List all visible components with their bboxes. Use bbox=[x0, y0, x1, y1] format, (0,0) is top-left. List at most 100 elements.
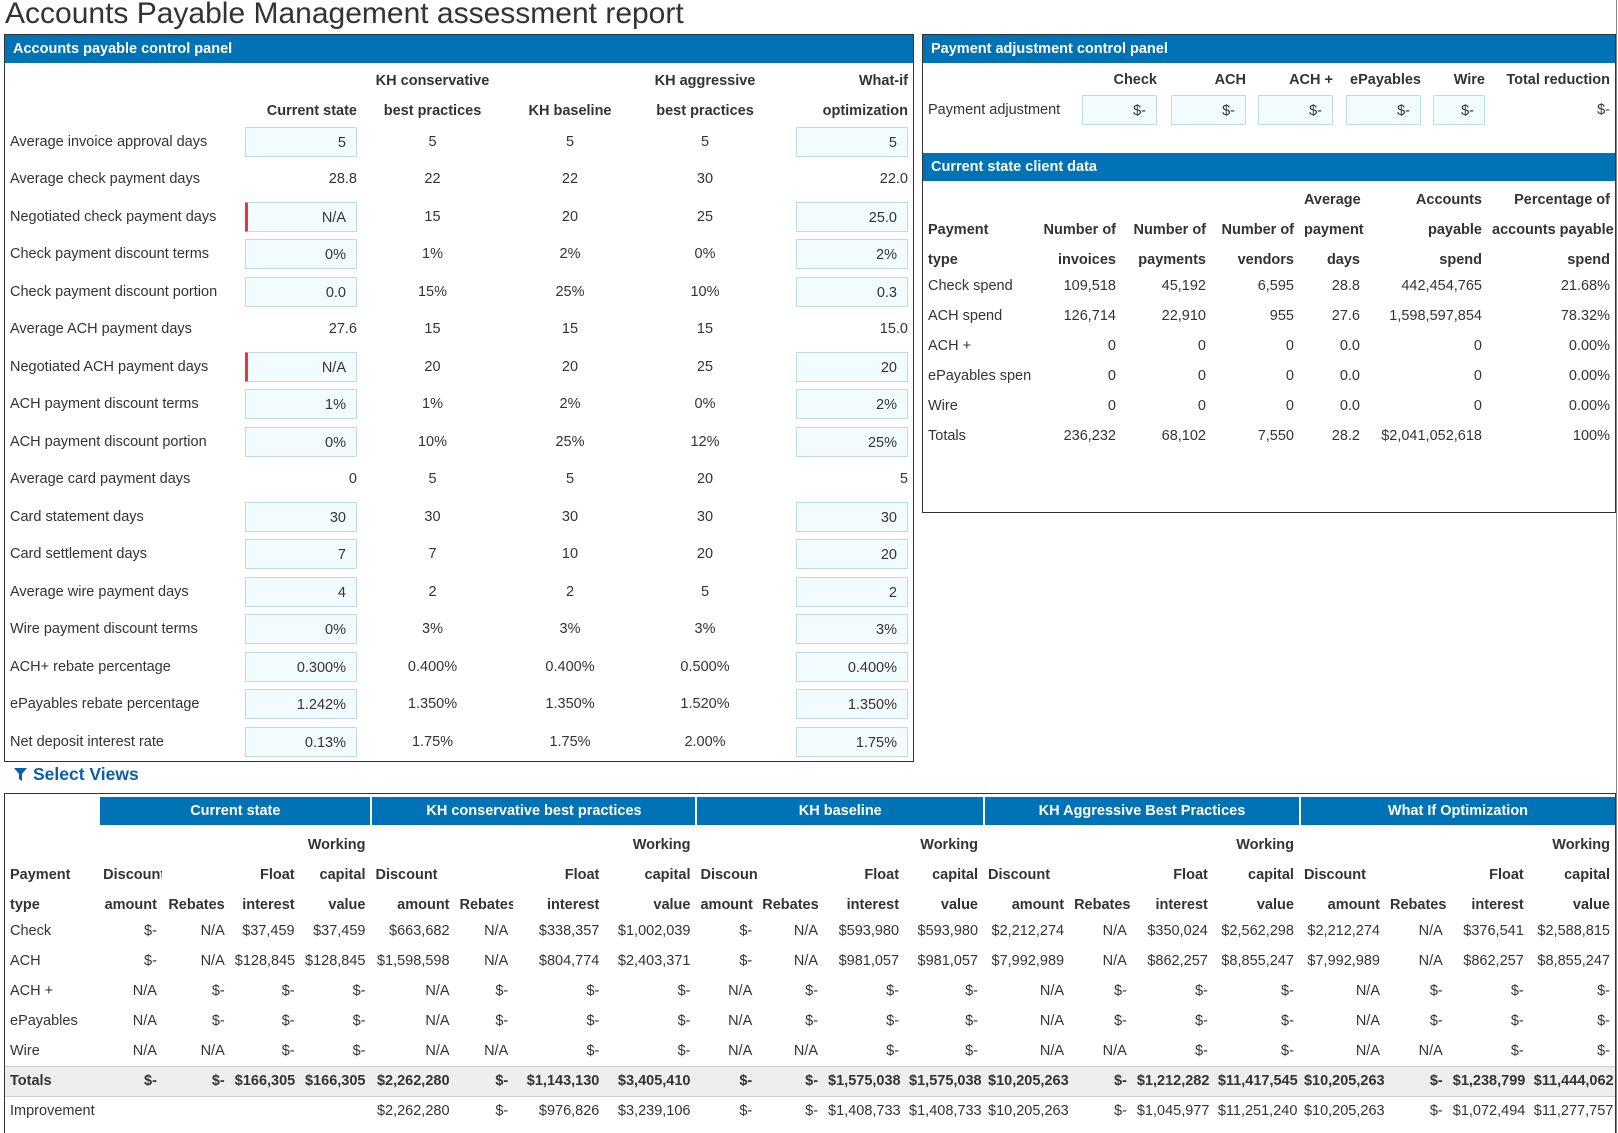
results-cell: $- bbox=[886, 1042, 900, 1059]
control-row: Average invoice approval days 5 5 5 5 5 bbox=[5, 123, 913, 161]
results-column-header: value bbox=[653, 897, 691, 913]
results-column-header: amount bbox=[1011, 897, 1065, 913]
results-cell: N/A bbox=[1355, 1042, 1380, 1059]
control-row-label: Check payment discount terms bbox=[10, 246, 210, 263]
payment-adjustment-table: Check ACH ACH + ePayables Wire Total reductio… bbox=[923, 65, 1615, 125]
results-cell: N/A bbox=[200, 1042, 225, 1059]
payment-adjustment-input[interactable]: $- bbox=[1433, 95, 1485, 125]
kh-conservative-value: 0.400% bbox=[407, 658, 458, 675]
results-cell: N/A bbox=[1039, 1013, 1065, 1029]
what-if-input[interactable]: 25% bbox=[796, 426, 908, 457]
results-column-header: Rebates bbox=[1074, 897, 1131, 913]
what-if-input[interactable]: 20 bbox=[796, 539, 908, 570]
select-views-label: Select Views bbox=[33, 764, 139, 784]
results-column-header: capital bbox=[319, 867, 366, 883]
results-column-header: Rebates bbox=[168, 897, 225, 913]
what-if-cell: 2% bbox=[773, 386, 913, 424]
current-state-input[interactable]: 30 bbox=[245, 501, 357, 532]
what-if-input[interactable]: 5 bbox=[796, 126, 908, 157]
current-state-input[interactable]: 7 bbox=[245, 539, 357, 570]
what-if-input[interactable]: 20 bbox=[796, 351, 908, 382]
current-state-cell: 0% bbox=[237, 236, 362, 274]
what-if-input[interactable]: 2% bbox=[796, 239, 908, 270]
payment-adjustment-input[interactable]: $- bbox=[1171, 95, 1246, 125]
payment-type-header: ACH bbox=[1214, 72, 1246, 88]
results-cell: $- bbox=[586, 1013, 600, 1029]
select-views-link[interactable]: Select Views bbox=[14, 764, 139, 785]
payment-adjustment-panel: Payment adjustment control panel Check AC… bbox=[922, 34, 1616, 513]
results-column-header: Working bbox=[1236, 837, 1294, 853]
page-title: Accounts Payable Management assessment r… bbox=[5, 0, 684, 30]
current-state-input[interactable]: N/A bbox=[245, 201, 357, 232]
what-if-input[interactable]: 25.0 bbox=[796, 201, 908, 232]
filter-icon bbox=[14, 768, 27, 782]
results-cell: $- bbox=[805, 983, 819, 999]
results-cell: $- bbox=[739, 923, 753, 939]
kh-aggressive-value: 20 bbox=[696, 546, 714, 563]
header-spacer bbox=[923, 65, 1073, 95]
client-column-header: spend bbox=[1439, 252, 1482, 268]
current-state-input[interactable]: N/A bbox=[245, 351, 357, 382]
kh-conservative-value: 1% bbox=[422, 246, 443, 263]
client-header-row: Average Accounts Percentage of bbox=[923, 181, 1615, 211]
kh-conservative-value: 1.75% bbox=[411, 733, 454, 750]
control-row: Negotiated check payment days N/A 15 20 25 25… bbox=[5, 198, 913, 236]
what-if-input[interactable]: 30 bbox=[796, 501, 908, 532]
current-state-input[interactable]: 0% bbox=[245, 614, 357, 645]
what-if-cell: 15.0 bbox=[879, 321, 908, 338]
control-panel: Accounts payable control panel KH conser… bbox=[4, 34, 914, 762]
results-cell: $- bbox=[281, 1013, 295, 1029]
client-data-cell: 21.68% bbox=[1560, 278, 1610, 294]
results-row: Wire N/A N/A $- $- N/A N/A $- $- N/A N/A $- $- N/A N/A… bbox=[5, 1036, 1615, 1066]
what-if-input[interactable]: 1.350% bbox=[796, 689, 908, 720]
results-cell: N/A bbox=[1418, 953, 1443, 969]
client-data-row: ePayables spend 0 0 0 0.0 0 0.00% bbox=[923, 361, 1615, 391]
current-state-input[interactable]: 0.0 bbox=[245, 276, 357, 307]
what-if-input[interactable]: 3% bbox=[796, 614, 908, 645]
results-column-header bbox=[1448, 826, 1529, 856]
current-state-input[interactable]: 0% bbox=[245, 426, 357, 457]
results-cell: N/A bbox=[132, 983, 157, 999]
what-if-input[interactable]: 0.400% bbox=[796, 651, 908, 682]
results-row-label: Check bbox=[10, 923, 52, 939]
kh-baseline-value: 25% bbox=[555, 283, 585, 300]
improvement-cell: $11,251,240 bbox=[1217, 1103, 1298, 1120]
current-state-input[interactable]: 0.13% bbox=[245, 726, 357, 757]
payment-adjustment-cell: $- bbox=[1251, 95, 1338, 125]
kh-aggressive-value: 30 bbox=[696, 171, 714, 188]
kh-baseline-value: 30 bbox=[561, 508, 579, 525]
current-state-input[interactable]: 5 bbox=[245, 126, 357, 157]
current-state-cell: 0.0 bbox=[237, 273, 362, 311]
current-state-input[interactable]: 4 bbox=[245, 576, 357, 607]
what-if-input[interactable]: 0.3 bbox=[796, 276, 908, 307]
what-if-cell: 25.0 bbox=[773, 198, 913, 236]
current-state-input[interactable]: 0.300% bbox=[245, 651, 357, 682]
control-row-label: Negotiated check payment days bbox=[10, 208, 217, 225]
kh-aggressive-value: 5 bbox=[700, 133, 710, 150]
client-column-header: payable bbox=[1428, 222, 1482, 238]
results-column-header: interest bbox=[546, 897, 600, 913]
payment-adjustment-input[interactable]: $- bbox=[1082, 95, 1157, 125]
what-if-input[interactable]: 2 bbox=[796, 576, 908, 607]
payment-adjustment-input[interactable]: $- bbox=[1258, 95, 1333, 125]
client-data-cell: 126,714 bbox=[1063, 308, 1116, 324]
what-if-input[interactable]: 1.75% bbox=[796, 726, 908, 757]
results-header-row: Working Working Working Working Working bbox=[5, 826, 1615, 856]
totals-cell: $- bbox=[1385, 1065, 1448, 1097]
results-column-header: value bbox=[940, 897, 979, 913]
current-state-input[interactable]: 1.242% bbox=[245, 689, 357, 720]
kh-aggressive-value: 20 bbox=[696, 471, 714, 488]
current-state-cell: 7 bbox=[237, 536, 362, 574]
results-column-header bbox=[695, 826, 757, 856]
what-if-cell: 5 bbox=[899, 471, 908, 488]
kh-aggressive-value: 2.00% bbox=[684, 733, 726, 750]
results-cell: $1,598,598 bbox=[376, 953, 450, 969]
current-state-cell: 1.242% bbox=[237, 686, 362, 724]
results-cell: $- bbox=[886, 983, 900, 999]
payment-adjustment-input[interactable]: $- bbox=[1346, 95, 1421, 125]
what-if-input[interactable]: 2% bbox=[796, 389, 908, 420]
current-state-input[interactable]: 0% bbox=[245, 239, 357, 270]
totals-cell: $11,444,062 bbox=[1528, 1065, 1615, 1097]
current-state-input[interactable]: 1% bbox=[245, 389, 357, 420]
improvement-cell bbox=[162, 1096, 230, 1126]
